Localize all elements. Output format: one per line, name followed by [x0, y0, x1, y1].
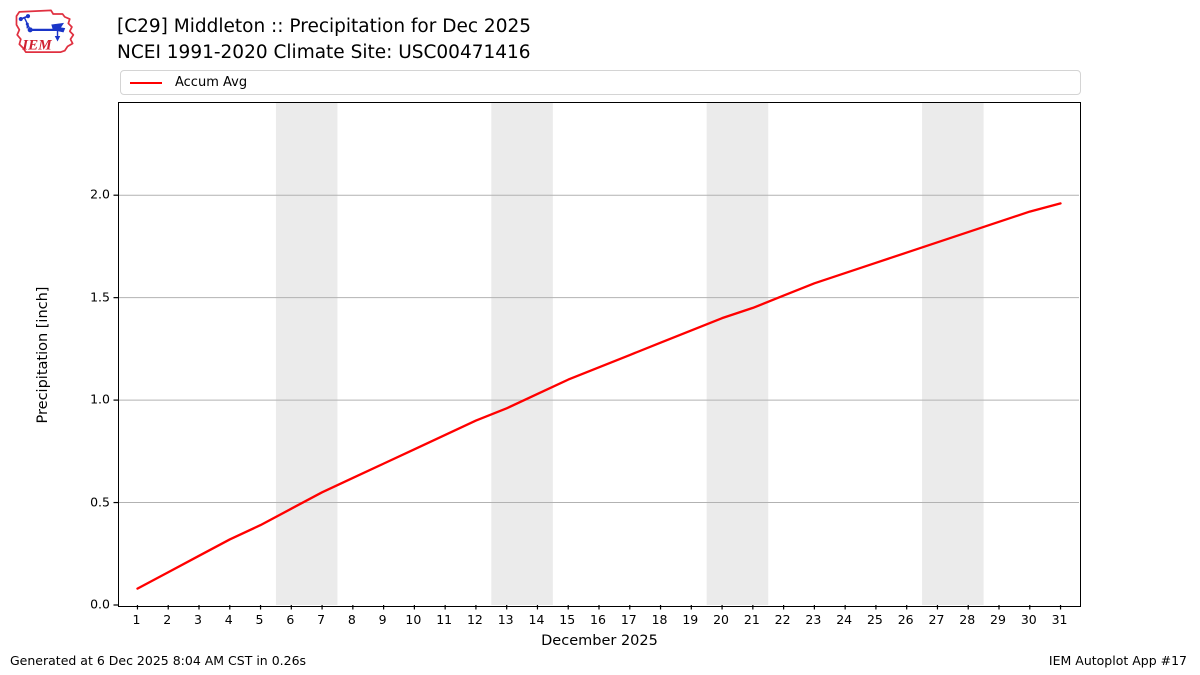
- y-tick-label: 2.0: [90, 186, 110, 202]
- weekend-band: [491, 103, 553, 605]
- y-tick-label: 0.0: [90, 596, 110, 612]
- x-tick-label: 10: [405, 612, 422, 627]
- x-tick-label: 21: [743, 612, 760, 627]
- x-tick-label: 6: [286, 612, 295, 627]
- chart-title-line2: NCEI 1991-2020 Climate Site: USC00471416: [117, 42, 531, 63]
- x-tick-label: 23: [805, 612, 822, 627]
- y-tick-label: 1.0: [90, 391, 110, 407]
- legend-label: Accum Avg: [175, 75, 248, 90]
- x-tick-label: 14: [528, 612, 545, 627]
- x-tick-label: 20: [713, 612, 730, 627]
- x-tick-label: 3: [194, 612, 202, 627]
- x-tick-label: 31: [1051, 612, 1068, 627]
- x-tick-label: 7: [317, 612, 326, 627]
- x-tick-label: 28: [959, 612, 976, 627]
- x-tick-label: 16: [590, 612, 606, 627]
- x-tick-label: 22: [774, 612, 791, 627]
- app-credit: IEM Autoplot App #17: [1048, 653, 1187, 668]
- weekend-shading-group: [275, 103, 984, 605]
- chart-title-line1: [C29] Middleton :: Precipitation for Dec…: [117, 16, 532, 37]
- x-tick-label: 17: [620, 612, 637, 627]
- generated-timestamp: Generated at 6 Dec 2025 8:04 AM CST in 0…: [10, 653, 307, 668]
- logo-text: IEM: [21, 37, 52, 53]
- y-axis-label: Precipitation [inch]: [35, 286, 51, 424]
- x-axis-label: December 2025: [541, 633, 658, 649]
- legend-box: Accum Avg: [120, 70, 1081, 95]
- accum-avg-line: [136, 202, 1062, 590]
- tick-mark-group: [113, 194, 1062, 610]
- x-tick-label: 19: [682, 612, 699, 627]
- x-tick-label: 9: [378, 612, 387, 627]
- x-tick-label: 26: [897, 612, 914, 627]
- x-tick-label: 4: [224, 612, 233, 627]
- iowa-outline-icon: [15, 9, 75, 54]
- weekend-band: [922, 103, 984, 605]
- x-tick-label: 1: [132, 612, 141, 627]
- x-tick-label: 15: [559, 612, 576, 627]
- x-tick-label: 24: [836, 612, 853, 627]
- weekend-band: [275, 103, 338, 605]
- x-tick-label: 27: [928, 612, 945, 627]
- iem-logo: IEM: [15, 9, 75, 54]
- x-tick-label: 30: [1020, 612, 1037, 627]
- y-tick-label: 1.5: [90, 289, 110, 305]
- legend-line-swatch: [130, 81, 162, 84]
- weekend-band: [706, 103, 769, 605]
- x-tick-label: 2: [163, 612, 172, 627]
- x-tick-label: 8: [347, 612, 356, 627]
- x-tick-label: 13: [497, 612, 514, 627]
- x-tick-label: 11: [436, 612, 453, 627]
- x-tick-label: 12: [466, 612, 483, 627]
- gridline-group: [119, 194, 1079, 504]
- plot-area: [113, 102, 1081, 610]
- weather-vane-icon: [18, 14, 66, 42]
- y-tick-label: 0.5: [90, 494, 110, 510]
- chart-title: [C29] Middleton :: Precipitation for Dec…: [117, 14, 531, 66]
- x-tick-label: 25: [866, 612, 883, 627]
- x-tick-label: 29: [990, 612, 1006, 627]
- x-tick-label: 18: [651, 612, 668, 627]
- plot-canvas: [113, 103, 1079, 610]
- x-tick-label: 5: [255, 612, 264, 627]
